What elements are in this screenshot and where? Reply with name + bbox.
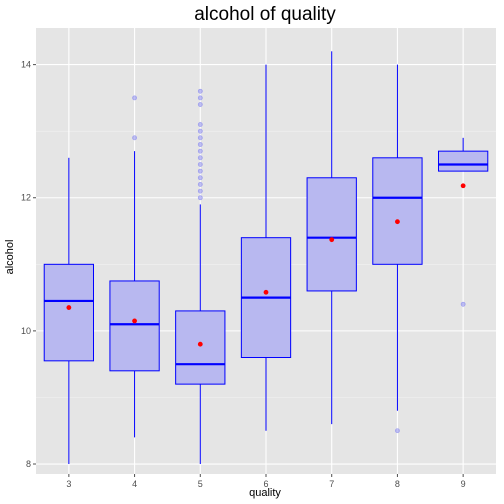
box (175, 310, 226, 385)
outlier-point (460, 301, 466, 307)
x-tick-label: 9 (461, 479, 466, 489)
box (43, 263, 94, 362)
y-tick-label: 8 (26, 459, 31, 469)
outlier-point (197, 135, 203, 141)
x-axis: 3 4 5 6 7 8 9 (66, 474, 466, 489)
outlier-point (197, 148, 203, 154)
outlier-point (197, 122, 203, 127)
x-tick-label: 6 (263, 479, 268, 489)
y-axis-label: alcohol (4, 240, 16, 275)
mean-point (395, 219, 400, 225)
y-axis: 8 10 12 14 (21, 60, 36, 469)
box-group-6 (240, 64, 292, 431)
outlier-point (395, 428, 400, 434)
mean-point (263, 289, 269, 295)
box-group-5 (175, 88, 226, 465)
y-tick-label: 12 (21, 193, 31, 203)
outlier-point (197, 88, 203, 94)
box-group-3 (43, 157, 94, 465)
outlier-point (132, 135, 137, 141)
box (109, 280, 160, 372)
chart-title: alcohol of quality (194, 4, 336, 25)
mean-point (329, 237, 335, 243)
outlier-point (197, 195, 203, 201)
x-tick-label: 5 (198, 479, 203, 489)
outlier-point (197, 128, 203, 134)
x-tick-label: 8 (395, 479, 400, 489)
x-axis-label: quality (249, 487, 281, 499)
outlier-point (197, 162, 203, 167)
box-group-8 (372, 64, 423, 434)
box-group-9 (438, 137, 489, 307)
outlier-point (132, 95, 137, 101)
x-tick-label: 4 (132, 479, 137, 489)
outlier-point (197, 182, 203, 187)
mean-point (197, 341, 203, 347)
outlier-point (197, 168, 203, 174)
box (372, 157, 423, 265)
box (306, 177, 357, 292)
box-layer (43, 51, 489, 465)
outlier-point (197, 142, 203, 147)
box (438, 150, 489, 172)
mean-point (132, 318, 137, 324)
outlier-point (197, 188, 203, 194)
outlier-point (197, 175, 203, 181)
y-tick-label: 10 (21, 326, 31, 336)
box-group-4 (109, 95, 160, 438)
x-tick-label: 3 (66, 479, 71, 489)
outlier-point (197, 95, 203, 101)
box-group-7 (306, 51, 357, 425)
mean-point (66, 305, 72, 310)
outlier-point (197, 102, 203, 107)
y-tick-label: 14 (21, 60, 31, 70)
x-tick-label: 7 (329, 479, 334, 489)
outlier-point (197, 155, 203, 161)
mean-point (460, 183, 466, 189)
